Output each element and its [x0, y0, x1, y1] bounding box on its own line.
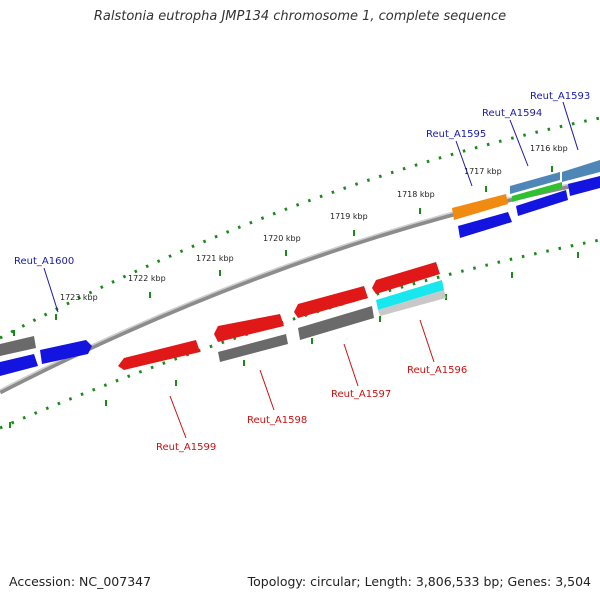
gene-label-a1593[interactable]: Reut_A1593 — [530, 91, 590, 102]
tick-label-1719: 1719 kbp — [330, 212, 368, 221]
gene-gray-left[interactable] — [0, 336, 36, 356]
gene-blue-3[interactable] — [568, 176, 600, 196]
gene-label-a1594[interactable]: Reut_A1594 — [482, 108, 542, 119]
gene-a1598-red[interactable] — [214, 314, 284, 342]
gene-label-a1599[interactable]: Reut_A1599 — [156, 442, 216, 453]
tick-label-1720: 1720 kbp — [263, 234, 301, 243]
chromosome-backbone — [0, 177, 600, 395]
gene-label-a1597[interactable]: Reut_A1597 — [331, 389, 391, 400]
gene-a1597-red[interactable] — [294, 286, 368, 318]
accession-text: Accession: NC_007347 — [9, 574, 152, 589]
tick-label-1722: 1722 kbp — [128, 274, 166, 283]
gene-label-a1600[interactable]: Reut_A1600 — [14, 256, 74, 267]
gene-a1596-lightgray[interactable] — [378, 290, 446, 316]
tick-label-1717: 1717 kbp — [464, 167, 502, 176]
gene-a1597-gray[interactable] — [298, 306, 374, 340]
gene-a1600-block[interactable] — [40, 340, 92, 364]
tick-label-1716: 1716 kbp — [530, 144, 568, 153]
chromosome-backbone-highlight — [0, 177, 600, 391]
gene-a1594-block[interactable] — [510, 172, 560, 194]
topology-text: Topology: circular; Length: 3,806,533 bp… — [247, 574, 591, 589]
gene-a1595-block[interactable] — [452, 194, 508, 220]
page-title: Ralstonia eutropha JMP134 chromosome 1, … — [93, 9, 507, 24]
forward-genes — [0, 160, 600, 376]
major-ticks — [9, 166, 579, 428]
gene-label-a1596[interactable]: Reut_A1596 — [407, 365, 467, 376]
gene-a1594-green[interactable] — [512, 182, 562, 202]
gene-a1598-gray[interactable] — [218, 334, 288, 362]
gene-red-right[interactable] — [372, 262, 440, 294]
tick-label-1721: 1721 kbp — [196, 254, 234, 263]
gene-a1593-block[interactable] — [562, 160, 600, 182]
tick-label-1718: 1718 kbp — [397, 190, 435, 199]
reverse-genes — [118, 262, 446, 370]
gene-label-a1598[interactable]: Reut_A1598 — [247, 415, 307, 426]
gene-a1596-cyan[interactable] — [376, 280, 444, 310]
gene-blue-2[interactable] — [516, 190, 568, 216]
leader-lines — [43, 101, 579, 439]
gene-blue-left[interactable] — [0, 354, 38, 376]
gene-blue-1[interactable] — [458, 212, 512, 238]
gene-a1599-block[interactable] — [118, 340, 200, 370]
gene-label-a1595[interactable]: Reut_A1595 — [426, 129, 486, 140]
tick-label-1723: 1723 kbp — [60, 293, 98, 302]
